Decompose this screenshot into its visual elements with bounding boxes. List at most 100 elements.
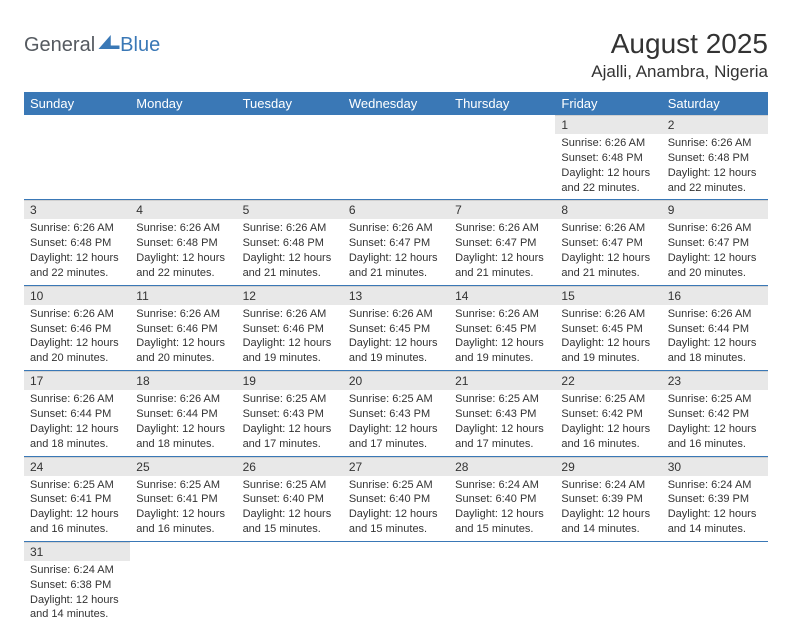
calendar-row: 3Sunrise: 6:26 AMSunset: 6:48 PMDaylight… bbox=[24, 200, 768, 285]
day-details: Sunrise: 6:26 AMSunset: 6:44 PMDaylight:… bbox=[662, 305, 768, 370]
calendar-cell: 9Sunrise: 6:26 AMSunset: 6:47 PMDaylight… bbox=[662, 200, 768, 285]
calendar-table: Sunday Monday Tuesday Wednesday Thursday… bbox=[24, 92, 768, 626]
calendar-cell bbox=[343, 115, 449, 200]
day-number: 14 bbox=[449, 286, 555, 305]
day-number: 27 bbox=[343, 457, 449, 476]
day-details: Sunrise: 6:24 AMSunset: 6:39 PMDaylight:… bbox=[662, 476, 768, 541]
day-number: 16 bbox=[662, 286, 768, 305]
day-details: Sunrise: 6:25 AMSunset: 6:40 PMDaylight:… bbox=[237, 476, 343, 541]
day-details: Sunrise: 6:25 AMSunset: 6:43 PMDaylight:… bbox=[237, 390, 343, 455]
day-details: Sunrise: 6:26 AMSunset: 6:48 PMDaylight:… bbox=[555, 134, 661, 199]
day-details: Sunrise: 6:26 AMSunset: 6:45 PMDaylight:… bbox=[449, 305, 555, 370]
calendar-cell bbox=[449, 541, 555, 626]
day-number: 11 bbox=[130, 286, 236, 305]
day-details: Sunrise: 6:26 AMSunset: 6:46 PMDaylight:… bbox=[237, 305, 343, 370]
day-number: 25 bbox=[130, 457, 236, 476]
weekday-header: Sunday bbox=[24, 92, 130, 115]
title-block: August 2025 Ajalli, Anambra, Nigeria bbox=[591, 28, 768, 82]
day-details: Sunrise: 6:25 AMSunset: 6:41 PMDaylight:… bbox=[24, 476, 130, 541]
header: General Blue August 2025 Ajalli, Anambra… bbox=[24, 28, 768, 82]
day-details: Sunrise: 6:26 AMSunset: 6:48 PMDaylight:… bbox=[130, 219, 236, 284]
calendar-cell bbox=[662, 541, 768, 626]
day-number: 30 bbox=[662, 457, 768, 476]
day-number: 20 bbox=[343, 371, 449, 390]
calendar-cell bbox=[130, 541, 236, 626]
calendar-cell: 26Sunrise: 6:25 AMSunset: 6:40 PMDayligh… bbox=[237, 456, 343, 541]
calendar-cell: 13Sunrise: 6:26 AMSunset: 6:45 PMDayligh… bbox=[343, 285, 449, 370]
day-number: 17 bbox=[24, 371, 130, 390]
calendar-cell: 5Sunrise: 6:26 AMSunset: 6:48 PMDaylight… bbox=[237, 200, 343, 285]
calendar-cell: 27Sunrise: 6:25 AMSunset: 6:40 PMDayligh… bbox=[343, 456, 449, 541]
day-number: 12 bbox=[237, 286, 343, 305]
calendar-cell: 17Sunrise: 6:26 AMSunset: 6:44 PMDayligh… bbox=[24, 371, 130, 456]
day-details: Sunrise: 6:26 AMSunset: 6:45 PMDaylight:… bbox=[555, 305, 661, 370]
calendar-cell: 29Sunrise: 6:24 AMSunset: 6:39 PMDayligh… bbox=[555, 456, 661, 541]
weekday-header: Friday bbox=[555, 92, 661, 115]
calendar-cell: 19Sunrise: 6:25 AMSunset: 6:43 PMDayligh… bbox=[237, 371, 343, 456]
month-title: August 2025 bbox=[591, 28, 768, 60]
day-details: Sunrise: 6:26 AMSunset: 6:46 PMDaylight:… bbox=[24, 305, 130, 370]
day-number: 10 bbox=[24, 286, 130, 305]
logo-text-blue: Blue bbox=[120, 34, 160, 57]
day-details: Sunrise: 6:24 AMSunset: 6:38 PMDaylight:… bbox=[24, 561, 130, 626]
calendar-cell: 21Sunrise: 6:25 AMSunset: 6:43 PMDayligh… bbox=[449, 371, 555, 456]
calendar-cell: 4Sunrise: 6:26 AMSunset: 6:48 PMDaylight… bbox=[130, 200, 236, 285]
calendar-cell: 14Sunrise: 6:26 AMSunset: 6:45 PMDayligh… bbox=[449, 285, 555, 370]
calendar-cell: 31Sunrise: 6:24 AMSunset: 6:38 PMDayligh… bbox=[24, 541, 130, 626]
calendar-cell: 11Sunrise: 6:26 AMSunset: 6:46 PMDayligh… bbox=[130, 285, 236, 370]
logo: General Blue bbox=[24, 28, 160, 57]
weekday-header: Wednesday bbox=[343, 92, 449, 115]
day-details: Sunrise: 6:25 AMSunset: 6:41 PMDaylight:… bbox=[130, 476, 236, 541]
day-number: 28 bbox=[449, 457, 555, 476]
weekday-header: Tuesday bbox=[237, 92, 343, 115]
day-details: Sunrise: 6:26 AMSunset: 6:48 PMDaylight:… bbox=[24, 219, 130, 284]
calendar-cell: 3Sunrise: 6:26 AMSunset: 6:48 PMDaylight… bbox=[24, 200, 130, 285]
day-number: 29 bbox=[555, 457, 661, 476]
day-number: 5 bbox=[237, 200, 343, 219]
calendar-cell: 25Sunrise: 6:25 AMSunset: 6:41 PMDayligh… bbox=[130, 456, 236, 541]
day-details: Sunrise: 6:24 AMSunset: 6:39 PMDaylight:… bbox=[555, 476, 661, 541]
calendar-cell: 22Sunrise: 6:25 AMSunset: 6:42 PMDayligh… bbox=[555, 371, 661, 456]
day-details: Sunrise: 6:26 AMSunset: 6:48 PMDaylight:… bbox=[662, 134, 768, 199]
day-details: Sunrise: 6:26 AMSunset: 6:46 PMDaylight:… bbox=[130, 305, 236, 370]
calendar-cell: 28Sunrise: 6:24 AMSunset: 6:40 PMDayligh… bbox=[449, 456, 555, 541]
calendar-row: 1Sunrise: 6:26 AMSunset: 6:48 PMDaylight… bbox=[24, 115, 768, 200]
day-number: 9 bbox=[662, 200, 768, 219]
day-details: Sunrise: 6:26 AMSunset: 6:44 PMDaylight:… bbox=[130, 390, 236, 455]
day-number: 24 bbox=[24, 457, 130, 476]
calendar-cell bbox=[555, 541, 661, 626]
day-number: 4 bbox=[130, 200, 236, 219]
day-number: 7 bbox=[449, 200, 555, 219]
day-details: Sunrise: 6:26 AMSunset: 6:47 PMDaylight:… bbox=[449, 219, 555, 284]
day-details: Sunrise: 6:25 AMSunset: 6:43 PMDaylight:… bbox=[449, 390, 555, 455]
calendar-row: 31Sunrise: 6:24 AMSunset: 6:38 PMDayligh… bbox=[24, 541, 768, 626]
day-number: 31 bbox=[24, 542, 130, 561]
day-details: Sunrise: 6:24 AMSunset: 6:40 PMDaylight:… bbox=[449, 476, 555, 541]
calendar-cell: 10Sunrise: 6:26 AMSunset: 6:46 PMDayligh… bbox=[24, 285, 130, 370]
calendar-cell: 8Sunrise: 6:26 AMSunset: 6:47 PMDaylight… bbox=[555, 200, 661, 285]
calendar-cell: 30Sunrise: 6:24 AMSunset: 6:39 PMDayligh… bbox=[662, 456, 768, 541]
day-number: 26 bbox=[237, 457, 343, 476]
calendar-row: 24Sunrise: 6:25 AMSunset: 6:41 PMDayligh… bbox=[24, 456, 768, 541]
calendar-cell: 6Sunrise: 6:26 AMSunset: 6:47 PMDaylight… bbox=[343, 200, 449, 285]
day-number: 6 bbox=[343, 200, 449, 219]
calendar-cell bbox=[237, 115, 343, 200]
day-details: Sunrise: 6:25 AMSunset: 6:42 PMDaylight:… bbox=[555, 390, 661, 455]
calendar-cell: 1Sunrise: 6:26 AMSunset: 6:48 PMDaylight… bbox=[555, 115, 661, 200]
location: Ajalli, Anambra, Nigeria bbox=[591, 62, 768, 82]
calendar-cell: 16Sunrise: 6:26 AMSunset: 6:44 PMDayligh… bbox=[662, 285, 768, 370]
day-details: Sunrise: 6:26 AMSunset: 6:47 PMDaylight:… bbox=[662, 219, 768, 284]
calendar-cell: 15Sunrise: 6:26 AMSunset: 6:45 PMDayligh… bbox=[555, 285, 661, 370]
day-number: 19 bbox=[237, 371, 343, 390]
day-number: 23 bbox=[662, 371, 768, 390]
day-number: 2 bbox=[662, 115, 768, 134]
day-details: Sunrise: 6:26 AMSunset: 6:47 PMDaylight:… bbox=[555, 219, 661, 284]
calendar-cell: 23Sunrise: 6:25 AMSunset: 6:42 PMDayligh… bbox=[662, 371, 768, 456]
day-number: 21 bbox=[449, 371, 555, 390]
calendar-cell bbox=[237, 541, 343, 626]
weekday-header: Saturday bbox=[662, 92, 768, 115]
day-number: 8 bbox=[555, 200, 661, 219]
day-number: 1 bbox=[555, 115, 661, 134]
logo-text-general: General bbox=[24, 34, 95, 57]
calendar-cell: 20Sunrise: 6:25 AMSunset: 6:43 PMDayligh… bbox=[343, 371, 449, 456]
